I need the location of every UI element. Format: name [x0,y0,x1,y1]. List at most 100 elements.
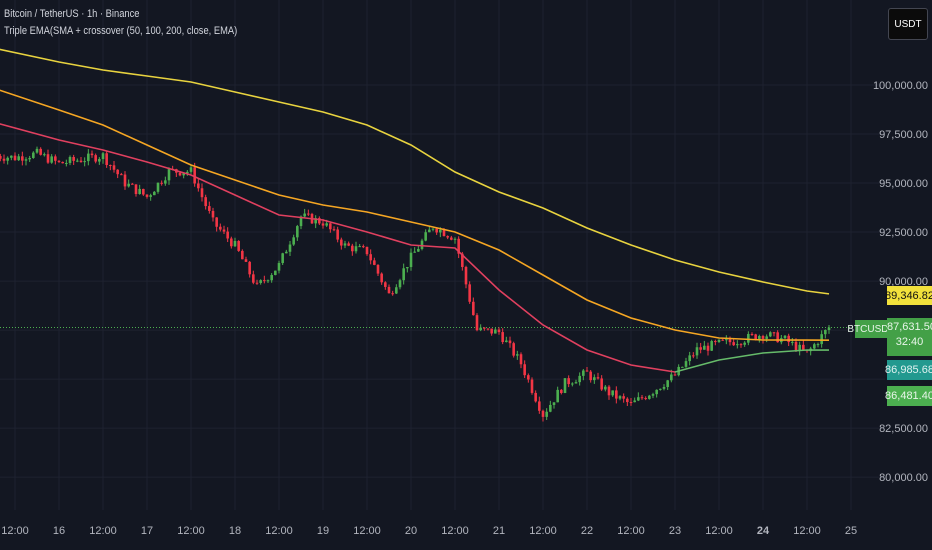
candle-body [87,153,90,162]
candle-body [747,334,750,343]
candle-body [666,380,669,388]
time-tick-label: 12:00 [705,525,733,537]
price-tick-label: 90,000.00 [879,276,928,288]
candle-body [824,329,827,335]
candle-body [43,154,46,156]
candle-body [83,161,86,163]
candle-body [648,395,651,399]
candle-body [332,229,336,231]
candle-body [391,293,394,295]
time-tick-label: 17 [141,525,153,537]
candle-body [167,168,171,181]
candle-body [556,389,559,403]
candle-body [398,280,402,288]
ema100-price-tag: 86,985.68 [885,360,932,380]
candle-body [193,167,196,184]
candle-body [208,206,211,211]
candle-body [593,377,596,381]
candle-body [541,410,545,417]
candle-body [406,267,409,269]
candle-body [417,248,420,252]
candle-body [681,366,684,368]
candle-body [640,397,644,399]
candle-body [211,210,215,218]
candle-body [560,389,563,393]
candle-body [373,260,376,265]
candle-body [655,389,658,395]
candle-body [483,327,486,329]
candle-body [189,167,193,172]
candle-body [303,213,306,217]
time-tick-label: 23 [669,525,681,537]
candle-body [57,160,61,162]
candle-body [241,250,244,260]
candle-body [703,345,706,350]
candle-body [215,217,218,227]
symbol-tag: BTCUSDT [847,320,895,338]
candle-body [68,157,72,163]
candle-body [629,402,633,404]
candle-body [571,383,574,385]
indicator-title[interactable]: Triple EMA(SMA + crossover (50, 100, 200… [4,25,238,37]
price-tick-label: 95,000.00 [879,178,928,190]
candle-body [35,148,39,153]
last-price: 87,631.50 [887,321,932,333]
candle-body [21,156,24,161]
candle-body [281,253,284,264]
candle-body [318,218,321,224]
currency-button[interactable]: USDT [888,8,928,40]
candle-body [380,273,383,283]
candles [0,146,831,422]
candle-body [395,287,398,294]
candle-body [688,355,691,362]
candle-body [134,184,138,195]
candle-body [259,280,262,283]
price-tick-label: 82,500.00 [879,423,928,435]
candle-body [670,374,673,381]
candle-body [13,155,17,161]
candle-body [149,195,152,197]
candle-body [325,223,328,226]
time-tick-label: 19 [317,525,329,537]
ema200-line [0,48,830,295]
candle-body [160,182,163,184]
candle-body [769,332,772,337]
candle-body [743,342,746,345]
time-axis[interactable]: 12:00 16 12:00 17 12:00 18 12:00 19 12:00 20 12:00… [1,525,857,537]
candle-body [527,375,530,380]
candle-body [263,280,266,282]
price-axis[interactable]: 100,000.00 97,500.00 95,000.00 92,500.00 90,… [873,80,928,484]
candle-body [6,157,9,161]
candle-body [578,375,581,383]
candle-body [512,343,515,356]
candle-body [98,159,101,162]
time-tick-label: 12:00 [793,525,821,537]
candle-body [717,339,721,343]
candle-body [567,378,570,385]
time-tick-label: 25 [845,525,857,537]
ema200-price-tag: 89,346.82 [885,286,932,305]
candle-body [596,377,600,379]
time-tick-label: 12:00 [265,525,293,537]
candle-body [131,183,134,185]
time-tick-label: 21 [493,525,505,537]
candle-body [545,411,548,417]
candle-body [65,162,68,164]
candle-body [321,223,325,226]
candle-body [387,286,391,294]
candle-body [794,341,798,351]
candle-body [501,332,504,343]
candle-body [530,379,534,393]
candle-body [347,243,350,246]
time-tick-label: 12:00 [177,525,205,537]
symbol-title: Bitcoin / TetherUS · 1h · Binance [4,8,140,20]
candle-body [783,335,787,339]
grid-lines [0,0,885,510]
candle-body [277,263,281,271]
candle-body [534,392,537,402]
candle-body [776,332,779,343]
candle-body [827,327,831,330]
candle-body [508,340,512,344]
candle-body [486,328,490,330]
